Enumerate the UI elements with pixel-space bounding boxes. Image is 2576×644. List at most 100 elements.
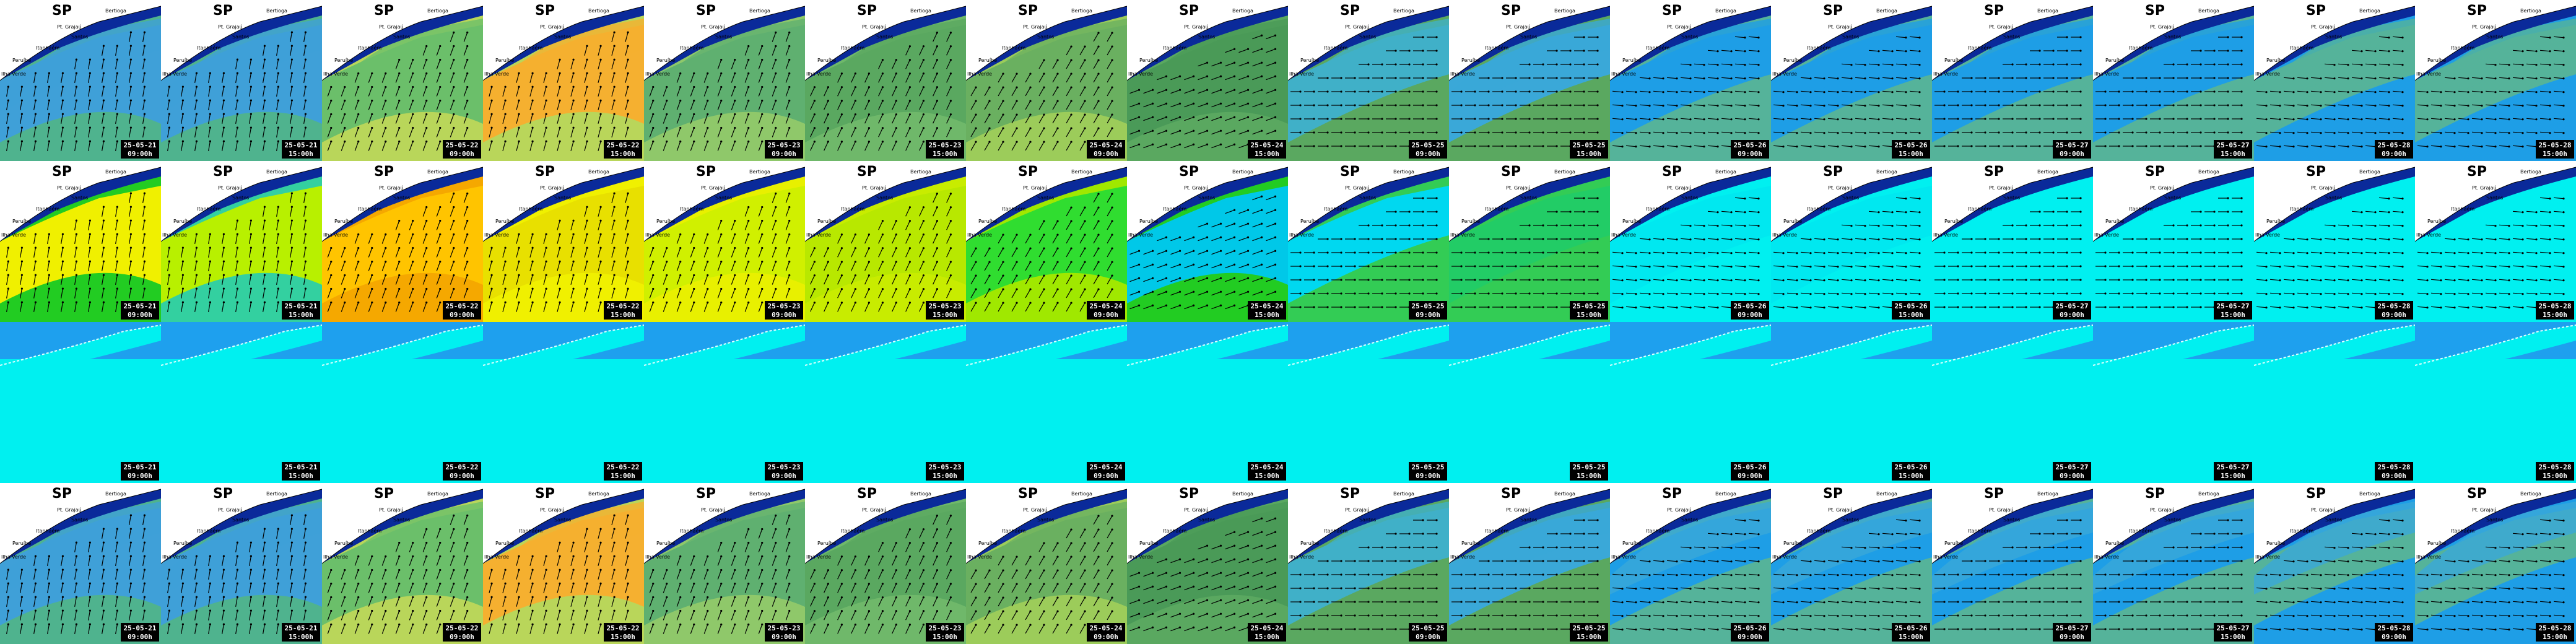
wind-arrow: [1266, 35, 1276, 40]
wind-arrow-head: [881, 141, 884, 143]
wind-arrow-head: [1313, 145, 1315, 147]
wind-arrow-head: [143, 233, 146, 235]
wind-arrow: [946, 234, 951, 244]
place-label: Peruíbe: [495, 219, 514, 224]
wind-arrow: [731, 261, 736, 271]
wind-arrow-head: [209, 140, 211, 142]
wind-arrow: [1707, 118, 1718, 120]
wind-arrow: [1066, 289, 1072, 298]
wind-arrow: [2526, 77, 2537, 79]
time-label: 15:00h: [1577, 150, 1601, 158]
wind-arrow-head: [1878, 252, 1880, 255]
wind-arrow-head: [1474, 306, 1476, 308]
wind-arrow-head: [518, 126, 520, 129]
wind-arrow-head: [1878, 91, 1880, 94]
wind-arrow-head: [2039, 306, 2041, 308]
wind-arrow-head: [504, 85, 507, 88]
wind-arrow-head: [1219, 129, 1222, 132]
wind-arrow: [263, 261, 265, 271]
wind-arrow: [933, 193, 938, 203]
wind-arrow-head: [1850, 91, 1853, 94]
wind-arrow: [1129, 264, 1139, 269]
date-label: 25-05-23: [929, 302, 962, 310]
wind-arrow: [1238, 264, 1248, 269]
wind-arrow-head: [747, 206, 750, 209]
wind-arrow-head: [1247, 250, 1250, 252]
wind-arrow-head: [2508, 118, 2510, 121]
wind-arrow-head: [2440, 91, 2442, 94]
wind-arrow-head: [2131, 104, 2134, 107]
wind-arrow: [354, 73, 359, 83]
wind-arrow: [810, 87, 815, 97]
wind-arrow: [1252, 291, 1262, 296]
wind-arrow-head: [572, 274, 575, 276]
wind-arrow-head: [412, 85, 414, 89]
wind-arrow-head: [1970, 77, 1973, 79]
time-label: 09:00h: [450, 311, 474, 319]
wind-arrow: [208, 289, 211, 298]
wind-arrow: [598, 289, 601, 298]
wind-arrow-head: [1823, 307, 1825, 309]
date-label: 25-05-25: [1573, 141, 1606, 149]
wind-arrow-head: [1583, 251, 1585, 254]
wind-arrow-head: [195, 246, 198, 249]
wind-arrow: [1266, 291, 1276, 296]
tile-title: SP: [1340, 164, 1360, 180]
wind-arrow-head: [1796, 266, 1798, 268]
wind-arrow: [502, 128, 506, 137]
wind-arrow: [1170, 116, 1180, 121]
wind-arrow: [1157, 116, 1167, 121]
wind-arrow-head: [922, 302, 925, 304]
wind-arrow: [1252, 209, 1262, 214]
wind-arrow: [1252, 196, 1262, 201]
wind-arrow-head: [1569, 279, 1572, 281]
wind-arrow: [142, 114, 145, 124]
place-label: Bertioga: [1232, 8, 1253, 14]
wind-arrow-head: [518, 99, 520, 102]
wind-arrow-head: [988, 274, 991, 277]
wind-arrow: [1079, 261, 1086, 271]
time-label: 15:00h: [2543, 150, 2567, 158]
wind-arrow: [785, 234, 790, 244]
wind-arrow: [570, 87, 574, 97]
wind-arrow-head: [1878, 279, 1880, 282]
wind-arrow: [102, 302, 104, 312]
wind-arrow: [758, 275, 763, 285]
wind-arrow-head: [1435, 265, 1438, 268]
wind-arrow: [851, 114, 856, 124]
wind-arrow-head: [1029, 86, 1032, 89]
wind-arrow-head: [1367, 63, 1370, 66]
wind-arrow-head: [1097, 247, 1100, 250]
wind-arrow-head: [1823, 279, 1825, 282]
wind-arrow-head: [1730, 293, 1733, 295]
wind-arrow: [1066, 87, 1072, 97]
wind-arrow-head: [1635, 279, 1637, 282]
wind-arrow-head: [747, 113, 750, 116]
wind-arrow: [1786, 279, 1798, 281]
wind-arrow: [235, 141, 238, 151]
wind-arrow: [327, 275, 332, 285]
wind-arrow-head: [304, 58, 307, 61]
wind-arrow-head: [693, 274, 695, 277]
wind-arrow: [368, 248, 373, 258]
wind-arrow-head: [1070, 220, 1073, 222]
wind-arrow-head: [1219, 116, 1222, 118]
wind-arrow-head: [1247, 61, 1250, 64]
wind-arrow: [142, 248, 145, 258]
wind-arrow: [744, 59, 749, 69]
wind-arrow-head: [1918, 91, 1921, 94]
place-label: Itanhaém: [519, 206, 542, 212]
wind-arrow: [88, 73, 90, 83]
wind-arrow-head: [2440, 146, 2442, 148]
wind-arrow-head: [129, 233, 132, 235]
wind-arrow-head: [1583, 77, 1585, 79]
wind-arrow-head: [761, 287, 764, 290]
wind-arrow-head: [1850, 118, 1853, 121]
wind-arrow-head: [1850, 266, 1853, 268]
wind-arrow: [625, 87, 629, 97]
wind-arrow-head: [439, 274, 442, 277]
wind-arrow-head: [1487, 145, 1490, 147]
